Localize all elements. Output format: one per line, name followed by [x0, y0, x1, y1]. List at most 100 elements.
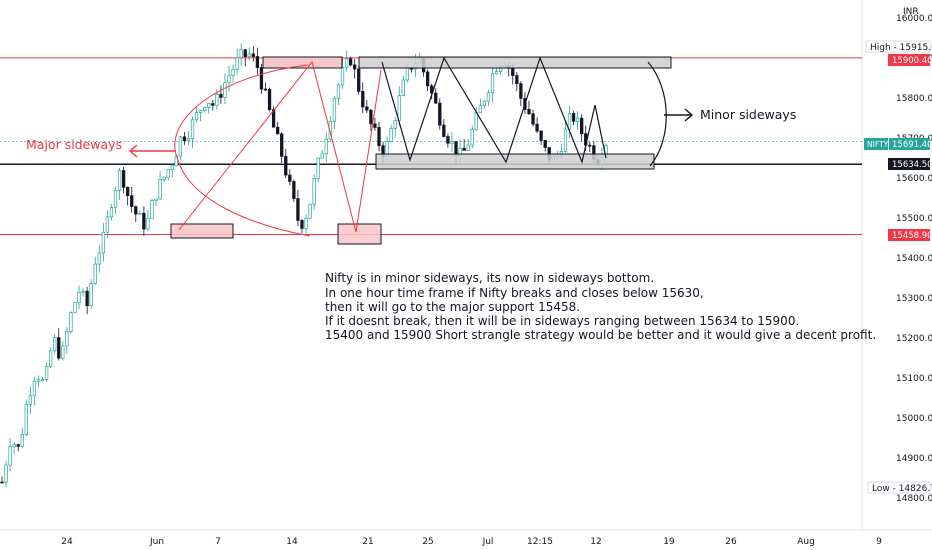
candle-body	[89, 283, 93, 307]
minor-sideways-label: Minor sideways	[700, 107, 796, 122]
resistance-zone-left[interactable]	[262, 56, 343, 69]
candle-body	[239, 49, 243, 59]
candle-body	[320, 153, 324, 159]
candle-body	[580, 117, 584, 134]
candle-body	[130, 195, 134, 208]
price-tick-label: 15300.00	[896, 294, 932, 304]
price-tick-label: 16000.00	[896, 14, 932, 24]
major-sideways-zigzag[interactable]	[178, 60, 382, 233]
price-tick-label: 14800.00	[896, 494, 932, 504]
candle-body	[511, 68, 515, 76]
candle-body	[235, 57, 239, 70]
candle-body	[466, 144, 470, 151]
candle-body	[527, 109, 531, 115]
candle-body	[53, 337, 57, 352]
candle-body	[97, 252, 101, 265]
candle-body	[251, 53, 255, 57]
candle-body	[231, 69, 235, 77]
time-tick-label: 7	[215, 537, 221, 547]
candle-body	[369, 109, 373, 125]
major-support-tag: 15458.90	[888, 229, 932, 241]
price-tick-label: 14900.00	[896, 454, 932, 464]
candle-body	[215, 94, 219, 106]
candle-body	[332, 98, 337, 122]
resistance-zone-right[interactable]	[358, 56, 672, 69]
candle-body	[373, 123, 377, 128]
candle-body	[324, 138, 328, 155]
candle-body	[158, 179, 162, 200]
price-axis-panel[interactable]	[862, 0, 932, 550]
candle-body	[223, 82, 227, 98]
time-tick-label: 19	[663, 537, 675, 547]
time-tick-label: Jul	[482, 537, 494, 547]
candle-body	[438, 102, 442, 126]
candle-body	[142, 212, 146, 230]
candle-body	[519, 83, 523, 99]
price-tick-label: 15500.00	[896, 214, 932, 224]
candle-body	[340, 67, 345, 86]
candle-body	[194, 112, 199, 121]
candle-body	[150, 200, 154, 219]
candle-body	[69, 312, 73, 332]
candle-body	[263, 88, 268, 91]
low-tag: Low - 14826.75	[867, 481, 932, 494]
candle-body	[207, 103, 211, 108]
candle-body	[397, 95, 401, 121]
candle-body	[186, 138, 191, 142]
svg-text:15458.90: 15458.90	[892, 231, 932, 241]
price-tick-label: 15000.00	[896, 414, 932, 424]
currency-label: INR	[903, 7, 919, 17]
major-sideways-arrow[interactable]	[128, 144, 176, 158]
note-line-3: then it will go to the major support 154…	[325, 300, 580, 314]
candle-body	[389, 128, 393, 142]
candle-body	[219, 94, 223, 98]
candle-body	[77, 291, 81, 303]
candle-body	[227, 75, 231, 84]
candle-body	[276, 126, 280, 135]
note-line-5: 15400 and 15900 Short strangle strategy …	[325, 328, 876, 342]
candle-body	[588, 144, 592, 147]
candle-body	[405, 67, 410, 81]
svg-text:15634.50: 15634.50	[892, 160, 932, 170]
candle-body	[300, 220, 304, 229]
support-zone-grey[interactable]	[375, 153, 655, 170]
svg-text:High - 15915.65: High - 15915.65	[870, 43, 932, 53]
candle-body	[203, 107, 207, 112]
candle-body	[154, 198, 158, 201]
time-tick-label: 26	[725, 537, 737, 547]
candle-body	[109, 207, 114, 218]
price-tick-label: 15400.00	[896, 254, 932, 264]
note-line-1: Nifty is in minor sideways, its now in s…	[325, 271, 654, 285]
candle-body	[442, 124, 446, 137]
time-tick-label: Jun	[149, 537, 164, 547]
candle-body	[316, 157, 320, 179]
price-tick-label: 15100.00	[896, 374, 932, 384]
support-zone-pink-right[interactable]	[337, 223, 382, 245]
candle-body	[0, 481, 4, 484]
candle-body	[44, 366, 49, 380]
candle-body	[16, 444, 20, 447]
price-tick-label: 15800.00	[896, 94, 932, 104]
candle-body	[20, 433, 24, 447]
candle-body	[401, 79, 405, 96]
candle-body	[357, 68, 361, 92]
candle-body	[296, 198, 300, 221]
candle-body	[267, 88, 272, 110]
candle-body	[361, 91, 365, 108]
candle-body	[32, 380, 37, 397]
minor-sideways-bracket[interactable]	[647, 61, 667, 167]
candle-body	[211, 103, 215, 106]
svg-text:Low - 14826.75: Low - 14826.75	[872, 484, 932, 494]
minor-sideways-zigzag[interactable]	[381, 56, 607, 164]
candle-body	[348, 58, 353, 66]
candle-body	[166, 169, 170, 178]
major-sideways-arc[interactable]	[174, 64, 311, 237]
candle-body	[61, 345, 65, 359]
support-zone-pink-left[interactable]	[170, 223, 234, 239]
time-axis-ticks: 24 Jun 7 14 21 25 Jul 12:15 12 19 26 Aug 9	[61, 537, 882, 547]
candle-body	[567, 113, 572, 130]
time-tick-label: 24	[61, 537, 73, 547]
minor-sideways-arrow[interactable]	[664, 108, 694, 122]
svg-text:15691.40: 15691.40	[892, 140, 932, 150]
